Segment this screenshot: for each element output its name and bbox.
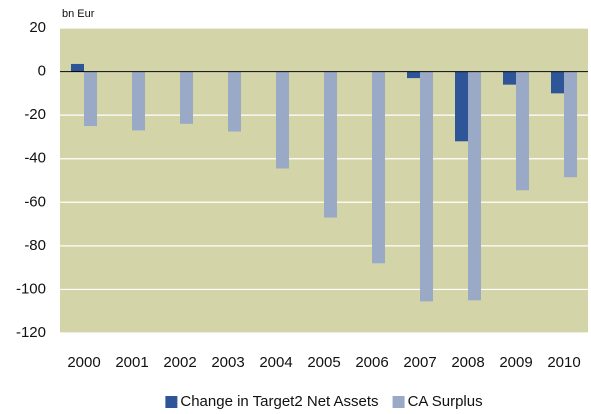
y-tick-label: -20 — [24, 106, 46, 123]
unit-label: bn Eur — [62, 8, 95, 20]
y-tick-label: 0 — [38, 63, 46, 80]
y-tick-label: 20 — [29, 19, 46, 36]
bar — [372, 71, 385, 264]
y-tick-label: -60 — [24, 193, 46, 210]
y-tick-label: -100 — [16, 280, 46, 297]
bar — [551, 71, 564, 94]
bar — [180, 71, 193, 124]
legend-swatch — [392, 396, 405, 408]
x-tick-label: 2004 — [259, 354, 292, 371]
x-tick-label: 2008 — [451, 354, 484, 371]
x-tick-label: 2002 — [163, 354, 196, 371]
x-tick-label: 2010 — [547, 354, 580, 371]
x-tick-label: 2006 — [355, 354, 388, 371]
bar — [407, 71, 420, 79]
x-tick-label: 2000 — [67, 354, 100, 371]
x-tick-label: 2001 — [115, 354, 148, 371]
bar — [516, 71, 529, 191]
y-tick-label: -120 — [16, 324, 46, 341]
x-tick-label: 2009 — [499, 354, 532, 371]
bar — [132, 71, 145, 131]
bar — [503, 71, 516, 85]
bar — [228, 71, 241, 132]
x-tick-label: 2007 — [403, 354, 436, 371]
legend-label: Change in Target2 Net Assets — [180, 393, 378, 410]
bar — [420, 71, 433, 302]
bar — [71, 63, 84, 72]
x-tick-label: 2003 — [211, 354, 244, 371]
bar — [84, 71, 97, 127]
bar — [564, 71, 577, 178]
y-tick-label: -80 — [24, 237, 46, 254]
bar — [276, 71, 289, 169]
legend-swatch — [165, 396, 178, 408]
bar — [468, 71, 481, 301]
y-tick-label: -40 — [24, 150, 46, 167]
legend-label: CA Surplus — [408, 393, 483, 410]
x-tick-label: 2005 — [307, 354, 340, 371]
bar — [324, 71, 337, 218]
bar — [455, 71, 468, 142]
